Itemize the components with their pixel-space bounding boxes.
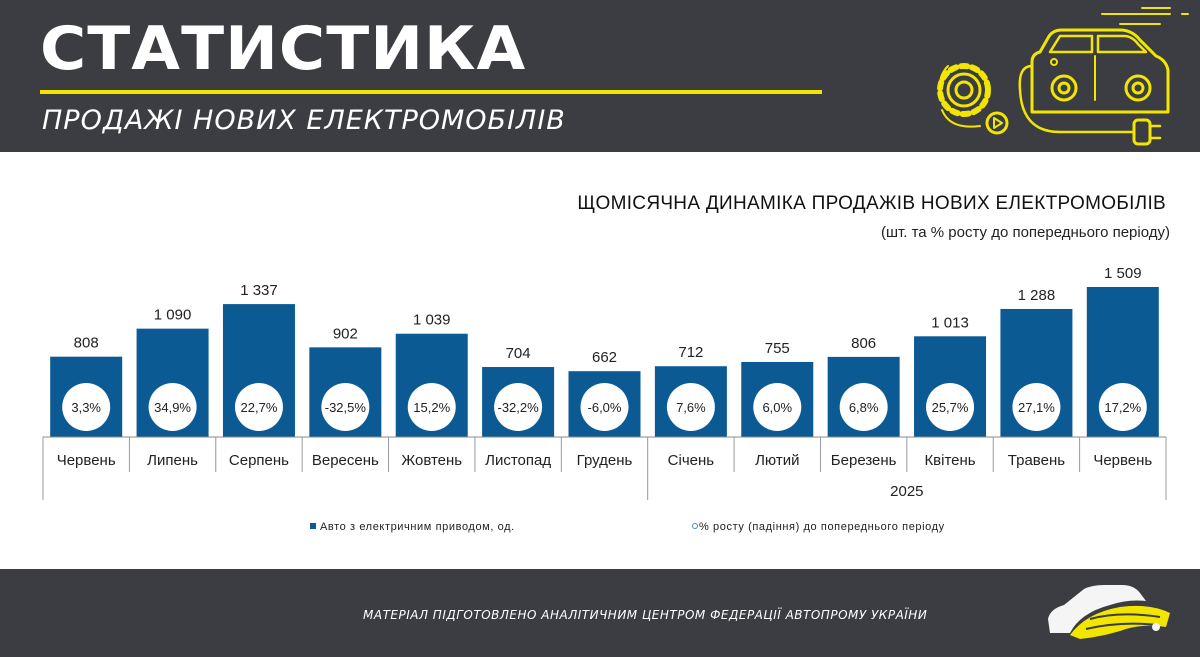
pct-marker xyxy=(148,383,197,431)
chart-subtitle: (шт. та % росту до попереднього періоду) xyxy=(881,224,1170,241)
page-subtitle: ПРОДАЖІ НОВИХ ЕЛЕКТРОМОБІЛІВ xyxy=(42,105,566,136)
pct-label: 27,1% xyxy=(1018,400,1055,415)
pct-label: 25,7% xyxy=(932,400,969,415)
pct-label: 3,3% xyxy=(71,400,101,415)
category-tick-label: Серпень xyxy=(229,452,289,469)
footer-credit: МАТЕРІАЛ ПІДГОТОВЛЕНО АНАЛІТИЧНИМ ЦЕНТРО… xyxy=(363,608,928,622)
bar-value-label: 755 xyxy=(765,340,790,357)
pct-marker xyxy=(926,383,975,431)
pct-marker xyxy=(321,383,370,431)
bar-value-label: 1 337 xyxy=(240,282,278,299)
pct-marker xyxy=(407,383,456,431)
pct-label: -32,5% xyxy=(325,400,367,415)
pct-marker xyxy=(839,383,888,431)
pct-label: 6,8% xyxy=(849,400,879,415)
bar-chart: 808 3,3% Червень 1 090 34,9% Липень 1 337 22,7%… xyxy=(42,265,1167,500)
federation-car-logo-icon xyxy=(1048,585,1170,639)
bar-value-label: 704 xyxy=(506,345,531,362)
bar-value-label: 662 xyxy=(592,349,617,366)
pct-label: -32,2% xyxy=(498,400,540,415)
legend-pct-label: % росту (падіння) до попереднього період… xyxy=(699,521,945,533)
pct-marker xyxy=(666,383,715,431)
legend-bars-label: Авто з електричним приводом, од. xyxy=(320,521,515,533)
category-tick-label: Вересень xyxy=(312,452,379,469)
category-tick-label: Квітень xyxy=(924,452,975,469)
pct-marker xyxy=(1012,383,1061,431)
category-tick-label: Травень xyxy=(1008,452,1065,469)
pct-marker xyxy=(580,383,629,431)
category-tick-label: Лютий xyxy=(755,452,799,469)
ev-car-charging-icon xyxy=(937,7,1189,146)
pct-marker xyxy=(1098,383,1147,431)
category-tick-label: Червень xyxy=(57,452,116,469)
bar-value-label: 808 xyxy=(74,335,99,352)
pct-marker xyxy=(234,383,283,431)
bar-value-label: 712 xyxy=(678,344,703,361)
category-tick-label: Жовтень xyxy=(401,452,462,469)
bar-value-label: 1 090 xyxy=(154,307,192,324)
category-tick-label: Березень xyxy=(831,452,897,469)
legend-square-icon xyxy=(310,523,316,529)
pct-label: 34,9% xyxy=(154,400,191,415)
pct-label: 7,6% xyxy=(676,400,706,415)
pct-marker xyxy=(753,383,802,431)
pct-marker xyxy=(62,383,111,431)
footer-banner: МАТЕРІАЛ ПІДГОТОВЛЕНО АНАЛІТИЧНИМ ЦЕНТРО… xyxy=(0,569,1200,657)
bar-value-label: 1 509 xyxy=(1104,265,1142,282)
pct-label: 6,0% xyxy=(762,400,792,415)
pct-marker xyxy=(494,383,543,431)
category-tick-label: Листопад xyxy=(485,452,551,469)
bar-value-label: 806 xyxy=(851,335,876,352)
year-group-label: 2025 xyxy=(890,483,923,500)
bar-value-label: 1 288 xyxy=(1018,287,1056,304)
category-tick-label: Липень xyxy=(147,452,198,469)
category-tick-label: Червень xyxy=(1093,452,1152,469)
pct-label: 17,2% xyxy=(1104,400,1141,415)
pct-label: 22,7% xyxy=(241,400,278,415)
bar-value-label: 902 xyxy=(333,325,358,342)
header-banner: СТАТИСТИКА ПРОДАЖІ НОВИХ ЕЛЕКТРОМОБІЛІВ xyxy=(0,0,1200,152)
title-underline xyxy=(40,90,822,94)
pct-label: 15,2% xyxy=(413,400,450,415)
category-tick-label: Січень xyxy=(668,452,715,469)
legend-circle-icon xyxy=(692,523,698,529)
page-title: СТАТИСТИКА xyxy=(40,14,527,84)
pct-label: -6,0% xyxy=(588,400,622,415)
legend-item-pct: % росту (падіння) до попереднього період… xyxy=(692,521,945,533)
bar-value-label: 1 013 xyxy=(931,314,969,331)
legend-item-bars: Авто з електричним приводом, од. xyxy=(310,521,515,533)
bar-value-label: 1 039 xyxy=(413,312,451,329)
chart-title: ЩОМІСЯЧНА ДИНАМІКА ПРОДАЖІВ НОВИХ ЕЛЕКТР… xyxy=(577,193,1166,214)
category-tick-label: Грудень xyxy=(577,452,633,469)
